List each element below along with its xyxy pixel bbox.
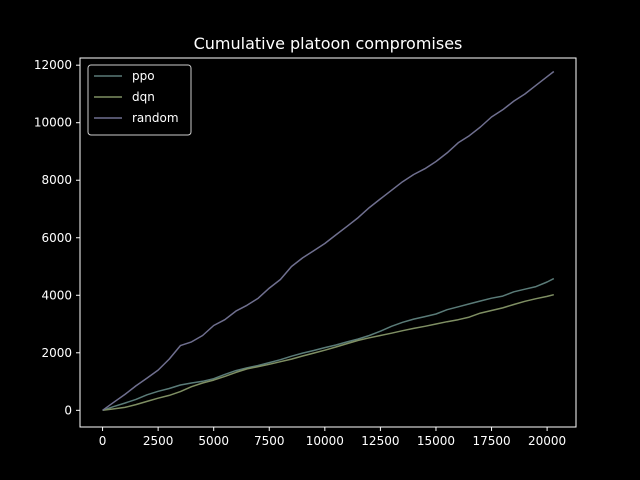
x-tick-label: 5000 [198, 434, 229, 448]
x-tick-label: 20000 [528, 434, 566, 448]
y-tick-label: 4000 [41, 288, 72, 302]
x-axis: 0 2500 5000 7500 10000 12500 15000 17500 20000 [99, 427, 566, 448]
y-tick-label: 8000 [41, 173, 72, 187]
legend-label-dqn: dqn [132, 90, 155, 104]
series-line-random [102, 70, 555, 411]
legend: ppo dqn random [87, 64, 192, 136]
y-tick-label: 10000 [34, 116, 72, 130]
y-axis: 0 2000 4000 6000 8000 10000 12000 [34, 58, 80, 417]
x-tick-label: 12500 [361, 434, 399, 448]
legend-label-ppo: ppo [132, 69, 155, 83]
x-tick-label: 17500 [472, 434, 510, 448]
plot-frame [79, 57, 577, 428]
series-line-ppo [102, 277, 555, 412]
x-tick-label: 0 [99, 434, 107, 448]
y-tick-label: 12000 [34, 58, 72, 72]
y-tick-label: 6000 [41, 231, 72, 245]
x-tick-label: 2500 [143, 434, 174, 448]
x-tick-label: 7500 [254, 434, 285, 448]
series-line-dqn [102, 293, 554, 412]
x-tick-label: 15000 [417, 434, 455, 448]
plot-lines [102, 70, 555, 412]
y-tick-label: 0 [64, 403, 72, 417]
y-tick-label: 2000 [41, 346, 72, 360]
x-tick-label: 10000 [306, 434, 344, 448]
legend-label-random: random [132, 111, 179, 125]
chart-title: Cumulative platoon compromises [194, 34, 463, 53]
